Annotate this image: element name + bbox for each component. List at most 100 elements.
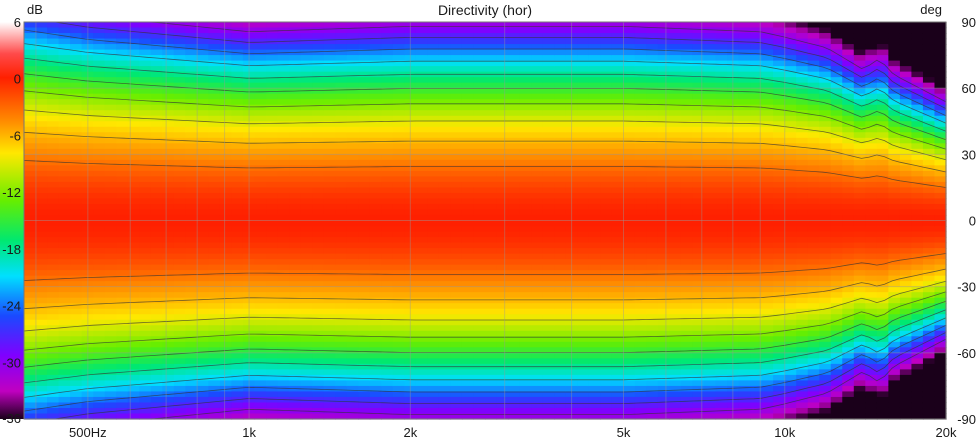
heatmap-cell	[104, 385, 117, 393]
heatmap-cell	[47, 170, 60, 177]
heatmap-cell	[242, 352, 256, 359]
heatmap-cell	[346, 358, 359, 365]
heatmap-cell	[634, 115, 647, 122]
heatmap-cell	[24, 325, 37, 332]
heatmap-cell	[127, 352, 140, 359]
heatmap-cell	[242, 281, 256, 288]
heatmap-cell	[715, 391, 728, 398]
heatmap-cell	[727, 281, 740, 288]
heatmap-cell	[208, 110, 221, 117]
heatmap-cell	[358, 99, 371, 106]
heatmap-cell	[312, 82, 325, 89]
heatmap-cell	[358, 330, 371, 337]
heatmap-cell	[346, 71, 359, 78]
heatmap-cell	[35, 341, 48, 348]
heatmap-cell	[47, 104, 60, 111]
heatmap-cell	[554, 220, 567, 227]
heatmap-cell	[404, 407, 417, 415]
heatmap-cell	[300, 259, 313, 266]
heatmap-cell	[139, 220, 152, 227]
heatmap-cell	[519, 358, 532, 365]
heatmap-cell	[692, 396, 705, 404]
heatmap-cell	[461, 38, 475, 45]
heatmap-cell	[185, 214, 198, 222]
heatmap-cell	[254, 104, 267, 111]
heatmap-cell	[173, 121, 186, 128]
heatmap-cell	[150, 242, 163, 249]
heatmap-cell	[588, 159, 601, 166]
heatmap-cell	[392, 391, 405, 398]
heatmap-cell	[196, 281, 210, 288]
heatmap-cell	[219, 314, 233, 321]
heatmap-cell	[761, 237, 774, 244]
heatmap-cell	[139, 93, 152, 100]
heatmap-cell	[185, 121, 198, 128]
heatmap-cell	[150, 396, 163, 404]
heatmap-cell	[312, 292, 325, 299]
heatmap-cell	[392, 154, 405, 161]
heatmap-cell	[796, 413, 809, 420]
heatmap-cell	[70, 209, 83, 216]
heatmap-cell	[727, 380, 740, 387]
heatmap-cell	[450, 220, 463, 227]
heatmap-cell	[634, 198, 647, 205]
heatmap-cell	[81, 248, 94, 255]
heatmap-cell	[554, 396, 567, 404]
heatmap-cell	[381, 49, 394, 56]
heatmap-cell	[738, 391, 751, 398]
heatmap-cell	[266, 242, 279, 249]
heatmap-cell	[496, 407, 509, 415]
heatmap-cell	[427, 242, 440, 249]
heatmap-cell	[715, 44, 728, 51]
heatmap-cell	[784, 336, 797, 343]
heatmap-cell	[219, 402, 233, 409]
heatmap-cell	[427, 396, 440, 404]
heatmap-cell	[219, 49, 233, 56]
heatmap-cell	[254, 55, 267, 62]
heatmap-cell	[623, 132, 636, 139]
heatmap-cell	[438, 148, 452, 155]
heatmap-cell	[335, 330, 348, 337]
heatmap-cell	[277, 55, 290, 62]
heatmap-cell	[369, 402, 382, 409]
heatmap-cell	[196, 270, 210, 277]
heatmap-cell	[266, 281, 279, 288]
heatmap-cell	[358, 391, 371, 398]
heatmap-cell	[415, 55, 428, 62]
heatmap-cell	[773, 303, 786, 310]
heatmap-cell	[266, 165, 279, 172]
heatmap-cell	[219, 121, 233, 128]
heatmap-cell	[542, 214, 555, 222]
heatmap-cell	[127, 314, 140, 321]
heatmap-cell	[796, 165, 809, 172]
heatmap-cell	[473, 259, 486, 266]
heatmap-cell	[450, 110, 463, 117]
heatmap-cell	[623, 203, 636, 211]
heatmap-cell	[565, 402, 578, 409]
heatmap-cell	[139, 303, 152, 310]
heatmap-cell	[496, 170, 509, 177]
heatmap-cell	[600, 181, 613, 189]
heatmap-cell	[565, 165, 578, 172]
heatmap-cell	[358, 165, 371, 172]
heatmap-cell	[219, 358, 233, 365]
heatmap-cell	[104, 226, 117, 233]
heatmap-cell	[485, 187, 498, 194]
heatmap-cell	[531, 27, 544, 34]
heatmap-cell	[738, 363, 751, 370]
heatmap-cell	[588, 154, 601, 161]
heatmap-cell	[277, 99, 290, 106]
heatmap-cell	[35, 402, 48, 409]
heatmap-cell	[266, 407, 279, 415]
heatmap-cell	[738, 303, 751, 310]
heatmap-cell	[485, 253, 498, 260]
heatmap-cell	[657, 275, 671, 282]
heatmap-cell	[646, 154, 659, 161]
heatmap-cell	[542, 22, 555, 29]
heatmap-cell	[323, 281, 336, 288]
heatmap-cell	[404, 181, 417, 189]
heatmap-cell	[231, 248, 244, 255]
heatmap-cell	[289, 99, 302, 106]
heatmap-cell	[715, 110, 728, 117]
heatmap-cell	[277, 402, 290, 409]
